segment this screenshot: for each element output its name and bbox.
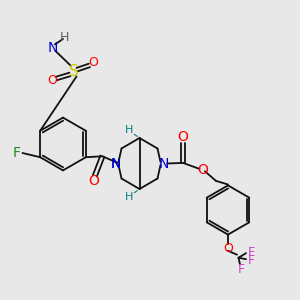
Text: H: H bbox=[60, 31, 69, 44]
Text: F: F bbox=[248, 254, 255, 267]
Text: N: N bbox=[47, 41, 58, 55]
Text: N: N bbox=[110, 157, 121, 170]
Text: N: N bbox=[110, 157, 121, 170]
Text: H: H bbox=[125, 124, 133, 135]
Text: O: O bbox=[198, 164, 208, 177]
Text: O: O bbox=[88, 174, 99, 188]
Text: F: F bbox=[248, 246, 255, 259]
Text: H: H bbox=[125, 192, 133, 203]
Text: O: O bbox=[178, 130, 188, 144]
Text: N: N bbox=[158, 157, 169, 170]
Text: O: O bbox=[223, 242, 233, 255]
Text: F: F bbox=[238, 262, 245, 276]
Text: O: O bbox=[48, 74, 57, 88]
Text: F: F bbox=[13, 146, 20, 160]
Text: S: S bbox=[69, 64, 78, 80]
Text: O: O bbox=[88, 56, 98, 70]
